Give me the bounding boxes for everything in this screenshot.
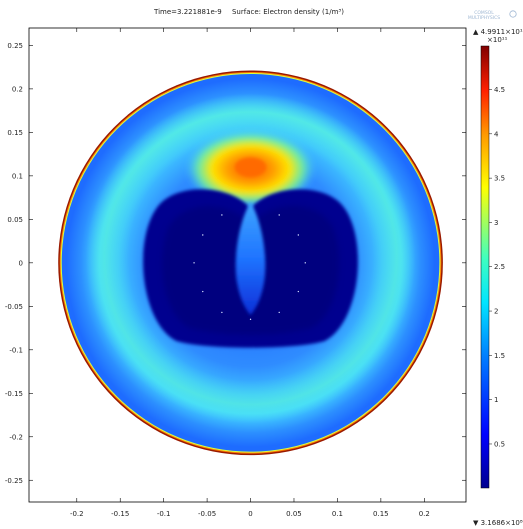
- y-tick-label: -0.1: [9, 346, 23, 354]
- plot-title: Time=3.221881e-9 Surface: Electron densi…: [153, 8, 344, 16]
- y-tick-label: -0.15: [5, 390, 23, 398]
- colorbar-tick-label: 1.5: [494, 352, 505, 360]
- y-tick-label: 0.1: [12, 172, 23, 180]
- electrode-point: [304, 262, 306, 264]
- y-tick-label: 0.25: [7, 42, 23, 50]
- x-tick-label: 0: [248, 510, 252, 518]
- plot-title-time: Time=3.221881e-9: [153, 8, 222, 16]
- x-tick-label: 0.15: [373, 510, 389, 518]
- colorbar-ticks: 4.5 4 3.5 3 2.5 2 1.5 1 0.5: [489, 86, 505, 448]
- colorbar-tick-label: 2: [494, 308, 498, 316]
- electrode-point: [297, 290, 300, 293]
- electrode-point: [278, 214, 280, 216]
- colorbar-max-label: ▲ 4.9911×10¹¹: [473, 28, 523, 36]
- colorbar-exponent-label: ×10¹¹: [487, 36, 508, 44]
- y-tick-label: 0: [19, 259, 23, 267]
- x-tick-label: -0.15: [111, 510, 129, 518]
- colorbar-tick-label: 4: [494, 130, 499, 138]
- x-tick-label: -0.05: [198, 510, 216, 518]
- y-axis-ticks: 0.25 0.2 0.15 0.1 0.05 0 -0.05 -0.1 -0.15 -0.2 -0.…: [5, 42, 466, 485]
- colorbar-tick-label: 3: [494, 219, 498, 227]
- colorbar: ▲ 4.9911×10¹¹ ×10¹¹ 4.543.532.521.510.5 …: [473, 28, 523, 527]
- y-tick-label: 0.15: [7, 129, 23, 137]
- y-tick-label: -0.2: [9, 433, 23, 441]
- x-tick-label: 0.1: [332, 510, 343, 518]
- x-tick-label: 0.2: [419, 510, 430, 518]
- electrode-point: [193, 262, 195, 264]
- logo-line-1: COMSOL: [474, 10, 494, 16]
- y-tick-label: -0.25: [5, 477, 23, 485]
- electrode-point: [249, 318, 252, 321]
- electrode-point: [202, 234, 204, 236]
- logo-line-2: MULTIPHYSICS: [468, 15, 500, 21]
- y-tick-label: 0.2: [12, 85, 23, 93]
- central-jet: [235, 201, 266, 315]
- hot-spot: [234, 157, 267, 177]
- electrode-point: [278, 311, 280, 314]
- x-tick-label: -0.2: [70, 510, 84, 518]
- electrode-point: [297, 234, 300, 236]
- electrode-point: [221, 214, 223, 216]
- colorbar-tick-label: 2.5: [494, 263, 505, 271]
- y-tick-label: -0.05: [5, 303, 23, 311]
- x-tick-label: -0.1: [157, 510, 171, 518]
- colorbar-gradient: [480, 45, 490, 489]
- colorbar-min-label: ▼ 3.1686×10⁸: [473, 519, 523, 527]
- x-tick-label: 0.05: [286, 510, 302, 518]
- comsol-logo: COMSOL MULTIPHYSICS: [468, 10, 517, 21]
- colorbar-tick-label: 1: [494, 396, 498, 404]
- colorbar-tick-label: 4.5: [494, 86, 505, 94]
- colorbar-tick-label: 0.5: [494, 440, 505, 448]
- plot-title-surface: Surface: Electron density (1/m³): [232, 8, 344, 16]
- electrode-points: [193, 214, 306, 321]
- x-axis-ticks: -0.2 -0.15 -0.1 -0.05 0 0.05 0.1 0.15 0.2: [70, 28, 430, 518]
- electrode-point: [202, 290, 204, 293]
- electrode-point: [221, 311, 223, 314]
- y-tick-label: 0.05: [7, 216, 23, 224]
- colorbar-tick-label: 3.5: [494, 175, 505, 183]
- logo-mark-icon: [509, 10, 517, 18]
- electron-density-surface: [58, 70, 443, 456]
